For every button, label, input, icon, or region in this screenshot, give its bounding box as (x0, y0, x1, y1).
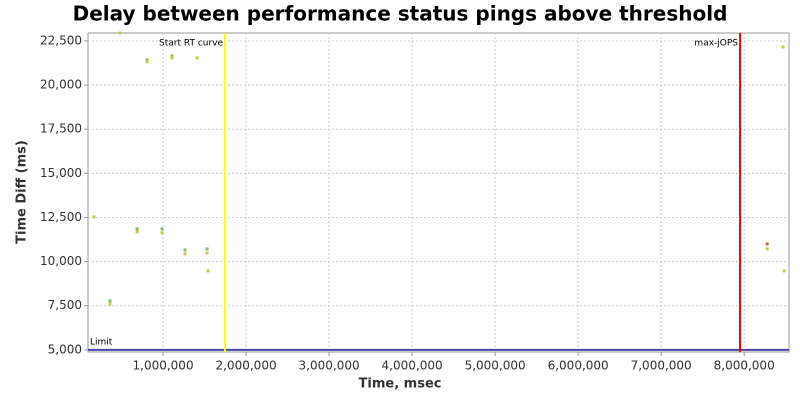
point (183, 248, 187, 252)
y-tick-label: 12,500 (40, 210, 82, 224)
point (92, 215, 96, 219)
point (781, 45, 785, 49)
y-axis-label: Time Diff (ms) (15, 140, 30, 244)
plot-area (87, 32, 790, 353)
point (135, 230, 139, 234)
x-tick-label: 1,000,000 (133, 359, 194, 373)
point (206, 269, 210, 273)
x-axis-label: Time, msec (359, 377, 442, 392)
point (170, 56, 174, 60)
point (108, 299, 112, 303)
chart-title: Delay between performance status pings a… (73, 2, 728, 26)
y-tick-label: 10,000 (40, 254, 82, 268)
point (170, 54, 174, 58)
point (108, 302, 112, 306)
point (160, 227, 164, 231)
point (145, 58, 149, 62)
y-tick-label: 20,000 (40, 78, 82, 92)
y-tick-label: 17,500 (40, 122, 82, 136)
point (145, 60, 149, 64)
x-tick-label: 3,000,000 (299, 359, 360, 373)
x-tick-label: 8,000,000 (714, 359, 775, 373)
y-tick-label: 7,500 (48, 298, 82, 312)
point (782, 269, 786, 273)
x-tick-label: 5,000,000 (465, 359, 526, 373)
x-tick-label: 7,000,000 (631, 359, 692, 373)
point (765, 242, 769, 246)
point (205, 251, 209, 255)
limit-label: Limit (90, 337, 113, 347)
y-tick-label: 5,000 (48, 342, 82, 356)
point (183, 252, 187, 256)
point (765, 247, 769, 251)
x-tick-label: 4,000,000 (382, 359, 443, 373)
point (160, 231, 164, 235)
point (118, 31, 122, 35)
y-tick-label: 22,500 (40, 33, 82, 47)
x-tick-label: 6,000,000 (548, 359, 609, 373)
marker-label: max-jOPS (694, 39, 738, 49)
point (135, 227, 139, 231)
point (195, 56, 199, 60)
point (205, 247, 209, 251)
x-tick-label: 2,000,000 (216, 359, 277, 373)
y-tick-label: 15,000 (40, 166, 82, 180)
marker-label: Start RT curve (159, 39, 223, 49)
